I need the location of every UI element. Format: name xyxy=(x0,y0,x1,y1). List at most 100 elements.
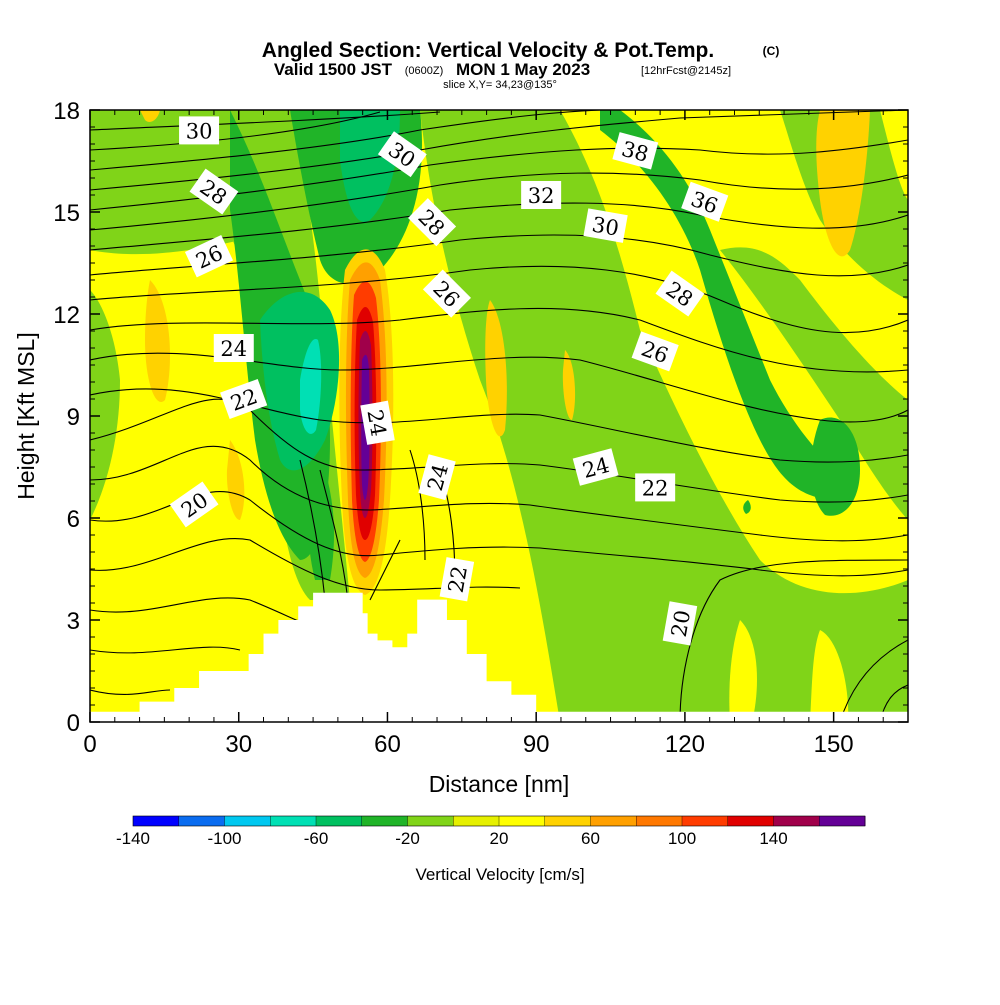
slice-info: slice X,Y= 34,23@135° xyxy=(443,79,557,91)
colorbar-swatch xyxy=(453,816,500,826)
colorbar-swatch xyxy=(316,816,363,826)
y-tick-label: 6 xyxy=(67,506,80,533)
y-tick-label: 18 xyxy=(53,98,80,125)
contour-label-text: 22 xyxy=(444,564,472,594)
contour-label-bg xyxy=(572,448,619,486)
x-tick-label: 90 xyxy=(523,731,550,758)
colorbar-tick-label: -140 xyxy=(116,829,150,848)
colorbar-tick-label: 20 xyxy=(490,829,509,848)
contour-label-bg xyxy=(220,379,268,419)
colorbar-swatch xyxy=(682,816,729,826)
contour-label: 36 xyxy=(681,181,729,222)
contour-label: 30 xyxy=(583,208,628,243)
contour-label-bg xyxy=(418,454,456,501)
contour-label-bg xyxy=(408,198,457,247)
colorbar-swatch xyxy=(499,816,546,826)
field-updraft xyxy=(339,249,394,595)
contour-label: 22 xyxy=(635,473,676,502)
contour-labels: 3028262422203028262424223230383628262422… xyxy=(169,116,729,646)
theta-contours xyxy=(90,110,908,722)
field-yellow-pockets xyxy=(729,110,908,722)
contour-label-bg xyxy=(213,334,254,362)
colorbar-swatch xyxy=(727,816,774,826)
contour-label-bg xyxy=(189,168,239,215)
colorbar-tick-label: 100 xyxy=(668,829,696,848)
contour-label: 30 xyxy=(179,116,220,145)
contour-label-bg xyxy=(179,116,220,145)
contour-label: 32 xyxy=(521,181,562,209)
colorbar-swatch xyxy=(270,816,317,826)
colorbar-swatch xyxy=(178,816,225,826)
x-axis-label: Distance [nm] xyxy=(429,771,570,797)
y-tick-label: 3 xyxy=(67,608,80,635)
contour-label-bg xyxy=(635,473,676,502)
colorbar-label: Vertical Velocity [cm/s] xyxy=(415,865,584,884)
colorbar: -140 -100 -60 -20 20 60 100 140 xyxy=(116,815,866,848)
valid-date: MON 1 May 2023 xyxy=(456,60,590,79)
colorbar-swatch xyxy=(407,816,454,826)
contour-label-text: 32 xyxy=(528,184,555,208)
x-tick-label: 30 xyxy=(225,731,252,758)
contour-label-bg xyxy=(583,208,628,243)
colorbar-tick-label: 140 xyxy=(759,829,787,848)
contour-label-text: 24 xyxy=(362,408,390,438)
y-axis-label: Height [Kft MSL] xyxy=(13,332,39,499)
contour-label: 22 xyxy=(439,557,475,602)
contour-label-bg xyxy=(377,131,427,178)
contour-label-bg xyxy=(184,235,234,278)
y-tick-label: 15 xyxy=(53,200,80,227)
contour-label-bg xyxy=(662,601,698,646)
colorbar-tick-label: 60 xyxy=(581,829,600,848)
contour-label-bg xyxy=(521,181,562,209)
contour-label: 24 xyxy=(418,454,456,501)
contour-label-text: 22 xyxy=(642,476,669,500)
velocity-field: 3028262422203028262424223230383628262422… xyxy=(90,110,908,722)
colorbar-swatch xyxy=(636,816,683,826)
colorbar-swatch xyxy=(819,816,866,826)
colorbar-swatch xyxy=(544,816,591,826)
contour-label-bg xyxy=(422,269,471,318)
colorbar-tick-label: -20 xyxy=(395,829,420,848)
x-axis: 0 30 60 90 120 150 xyxy=(83,110,884,758)
x-tick-label: 0 xyxy=(83,731,96,758)
colorbar-swatch xyxy=(773,816,820,826)
x-tick-label: 120 xyxy=(665,731,705,758)
contour-label-text: 20 xyxy=(667,608,695,638)
field-downdraft-core xyxy=(300,339,322,434)
forecast-tag: [12hrFcst@2145z] xyxy=(641,65,731,77)
contour-label-text: 24 xyxy=(220,337,247,361)
terrain-mask xyxy=(90,592,908,722)
contour-label: 24 xyxy=(360,400,395,445)
y-tick-label: 9 xyxy=(67,404,80,431)
contour-label: 24 xyxy=(213,334,254,362)
contour-label-bg xyxy=(169,481,219,528)
contour-label: 26 xyxy=(631,331,679,372)
colorbar-tick-label: -60 xyxy=(304,829,329,848)
field-orange-pockets xyxy=(140,110,870,520)
valid-line: Valid 1500 JST (0600Z) MON 1 May 2023 [1… xyxy=(274,60,731,79)
contour-label-bg xyxy=(360,400,395,445)
y-tick-label: 12 xyxy=(53,302,80,329)
valid-prefix: Valid 1500 JST xyxy=(274,60,393,79)
contour-label-bg xyxy=(681,181,729,222)
x-tick-label: 60 xyxy=(374,731,401,758)
chart-title-unit: (C) xyxy=(763,44,780,58)
y-tick-label: 0 xyxy=(67,710,80,737)
contour-label-bg xyxy=(631,331,679,372)
colorbar-swatch xyxy=(224,816,271,826)
contour-label-bg xyxy=(655,270,705,317)
contour-label-text: 30 xyxy=(590,212,620,240)
colorbar-swatch xyxy=(590,816,637,826)
colorbar-swatch xyxy=(133,816,180,826)
contour-label: 24 xyxy=(572,448,619,486)
contour-label-text: 30 xyxy=(186,119,213,143)
contour-label: 20 xyxy=(662,601,698,646)
valid-utc: (0600Z) xyxy=(405,65,444,77)
contour-label-bg xyxy=(612,132,659,170)
x-tick-label: 150 xyxy=(814,731,854,758)
colorbar-swatch xyxy=(361,816,408,826)
chart-title: Angled Section: Vertical Velocity & Pot.… xyxy=(262,39,714,62)
